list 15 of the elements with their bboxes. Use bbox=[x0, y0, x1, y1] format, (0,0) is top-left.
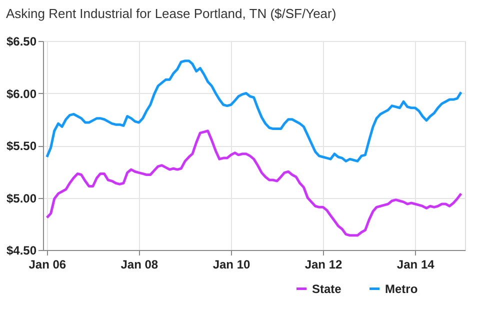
line-series bbox=[46, 130, 462, 237]
y-tick-label: $6.50 bbox=[6, 34, 37, 48]
y-tick-label: $4.50 bbox=[6, 244, 37, 258]
x-tick-label: Jan 12 bbox=[304, 258, 342, 272]
x-tick-label: Jan 06 bbox=[28, 258, 66, 272]
chart-title: Asking Rent Industrial for Lease Portland, TN ($/SF/Year) bbox=[6, 6, 336, 21]
legend-label: Metro bbox=[385, 282, 418, 296]
x-tick-label: Jan 14 bbox=[396, 258, 435, 272]
y-tick-label: $6.00 bbox=[6, 86, 37, 101]
x-tick-label: Jan 10 bbox=[212, 258, 251, 272]
legend-label: State bbox=[312, 282, 342, 296]
y-tick-label: $5.50 bbox=[6, 139, 37, 153]
line-series bbox=[46, 60, 462, 162]
x-tick-label: Jan 08 bbox=[120, 258, 158, 272]
y-tick-label: $5.00 bbox=[6, 191, 37, 206]
